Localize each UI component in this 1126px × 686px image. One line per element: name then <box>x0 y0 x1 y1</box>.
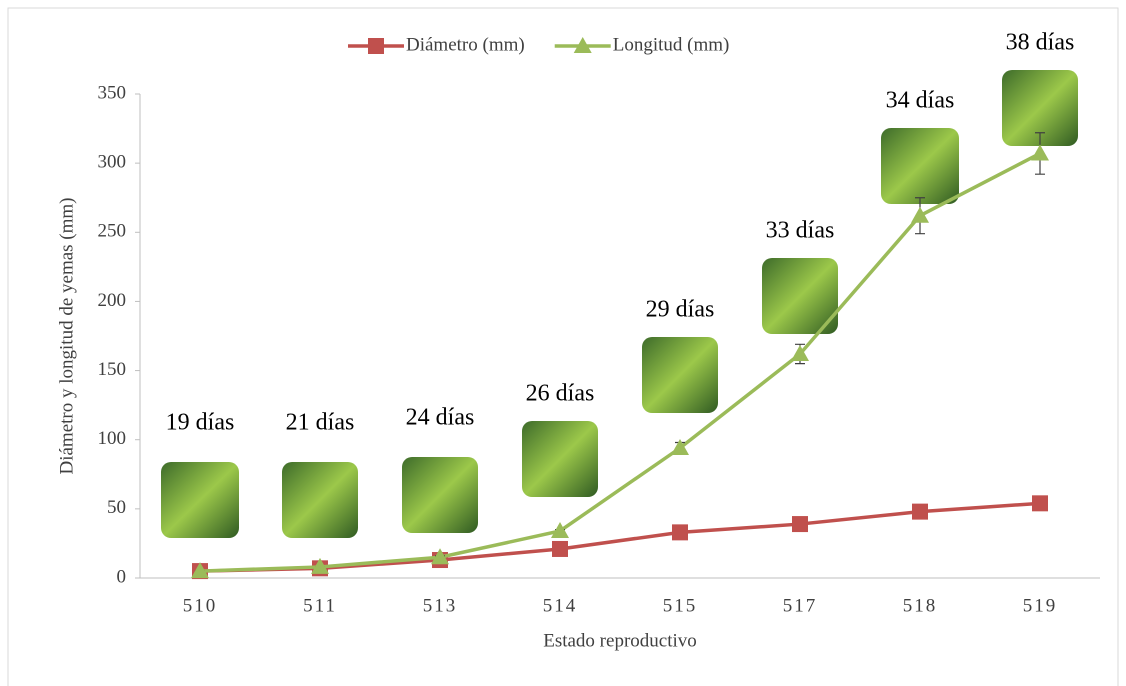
marker <box>311 557 329 574</box>
annotation: 34 días <box>886 88 955 114</box>
annotation: 21 días <box>286 410 355 436</box>
bud-photo <box>762 258 838 334</box>
marker <box>791 344 809 361</box>
series-line <box>199 151 1041 573</box>
y-axis-title: Diámetro y longitud de yemas (mm) <box>56 197 77 474</box>
marker <box>792 516 808 533</box>
legend-marker <box>573 37 592 53</box>
y-tick-label: 0 <box>117 566 127 587</box>
legend-marker <box>368 38 384 54</box>
marker <box>671 439 689 456</box>
y-tick-label: 200 <box>98 290 127 311</box>
x-tick-label: 513 <box>423 595 458 616</box>
annotation: 38 días <box>1006 30 1075 56</box>
marker <box>552 540 568 557</box>
bud-photo <box>1002 70 1078 146</box>
marker <box>672 524 688 541</box>
x-tick-label: 515 <box>663 595 698 616</box>
bud-photo <box>881 128 959 204</box>
marker <box>431 548 449 565</box>
bud-photo <box>282 462 358 538</box>
bud-photo <box>161 462 239 538</box>
marker <box>912 503 928 520</box>
legend-label: Diámetro (mm) <box>406 34 525 55</box>
x-tick-label: 519 <box>1023 595 1058 616</box>
x-tick-label: 511 <box>303 595 337 616</box>
legend-label: Longitud (mm) <box>613 34 730 55</box>
x-axis-title: Estado reproductivo <box>543 630 697 651</box>
y-tick-label: 250 <box>98 221 127 242</box>
y-tick-label: 150 <box>98 359 127 380</box>
marker <box>191 562 209 579</box>
marker <box>911 206 929 223</box>
annotation: 24 días <box>406 405 475 431</box>
y-tick-label: 100 <box>98 428 127 449</box>
annotation: 33 días <box>766 218 835 244</box>
x-tick-label: 518 <box>903 595 938 616</box>
bud-photo <box>522 421 598 497</box>
y-tick-label: 350 <box>98 82 127 103</box>
marker <box>551 521 569 538</box>
chart-frame <box>7 7 1119 686</box>
annotation: 19 días <box>166 410 235 436</box>
x-tick-label: 514 <box>543 595 578 616</box>
x-tick-label: 510 <box>183 595 218 616</box>
bud-photo <box>402 457 478 533</box>
x-tick-label: 517 <box>783 595 818 616</box>
y-tick-label: 50 <box>107 497 126 518</box>
annotation: 29 días <box>646 297 715 323</box>
annotation: 26 días <box>526 381 595 407</box>
bud-photo <box>642 337 718 413</box>
marker <box>1032 495 1048 512</box>
y-tick-label: 300 <box>98 152 127 173</box>
marker <box>1031 144 1049 161</box>
